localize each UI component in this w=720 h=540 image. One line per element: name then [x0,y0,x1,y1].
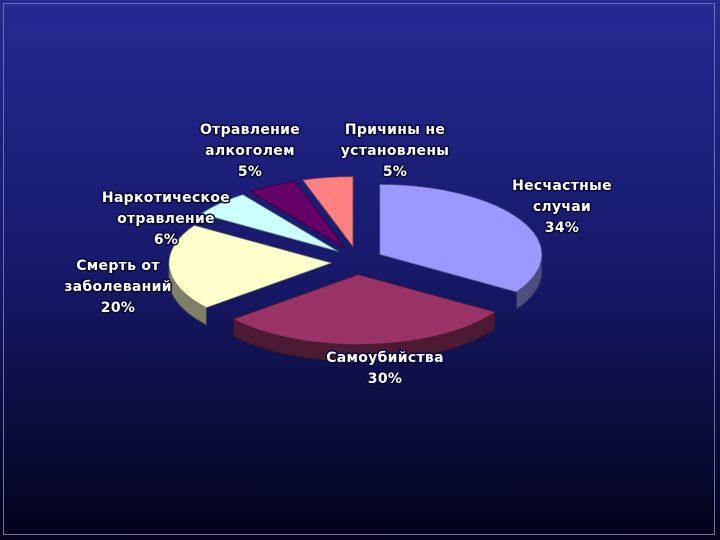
pie-slice-label-line: Наркотическое [102,190,230,206]
pie-slice-label-line: отравление [117,211,215,227]
pie-slice-label-line: алкоголем [205,143,295,159]
pie-slice-label-line: 34% [545,220,579,236]
pie-slice-label-line: случаи [533,199,591,215]
pie-slice-label-line: 20% [101,300,135,316]
pie-slice-label-line: 5% [238,164,262,180]
pie-slice-label: Отравление алкоголем 5% [200,122,300,180]
pie-slice-label-line: 30% [368,371,402,387]
pie-labels: Несчастные случаи 34% Самоубийства 30% Смерть… [63,121,613,389]
pie-slice-label-line: Отравление [200,122,300,138]
pie-slice-label: Несчастные случаи 34% [512,178,612,236]
pie-slice-label: Самоубийства 30% [326,350,444,387]
pie-slice-label: Наркотическое отравление 6% [102,190,230,248]
pie-slice-label-line: Смерть от [76,258,160,274]
pie-slices [168,176,543,345]
pie-slice [379,184,543,293]
pie-slice [168,225,333,309]
pie-slice-label-line: заболеваний [64,279,172,295]
pie-slice [232,274,497,345]
pie-slice-label-line: 5% [383,164,407,180]
pie-slice [302,176,354,248]
pie-slice-label: Смерть от заболеваний 20% [64,258,172,316]
pie-slice [249,181,346,249]
pie-slice-label-line: 6% [154,232,178,248]
pie-slice-label-line: Причины не [345,122,445,138]
pie-slice-label-line: Несчастные [512,178,612,194]
slide-frame [3,3,715,535]
pie-slice [200,194,339,252]
pie-slice-label-line: Самоубийства [326,350,444,366]
pie-slice-label: Причины не установлены 5% [341,122,450,180]
pie-slice-label-line: установлены [341,143,450,159]
